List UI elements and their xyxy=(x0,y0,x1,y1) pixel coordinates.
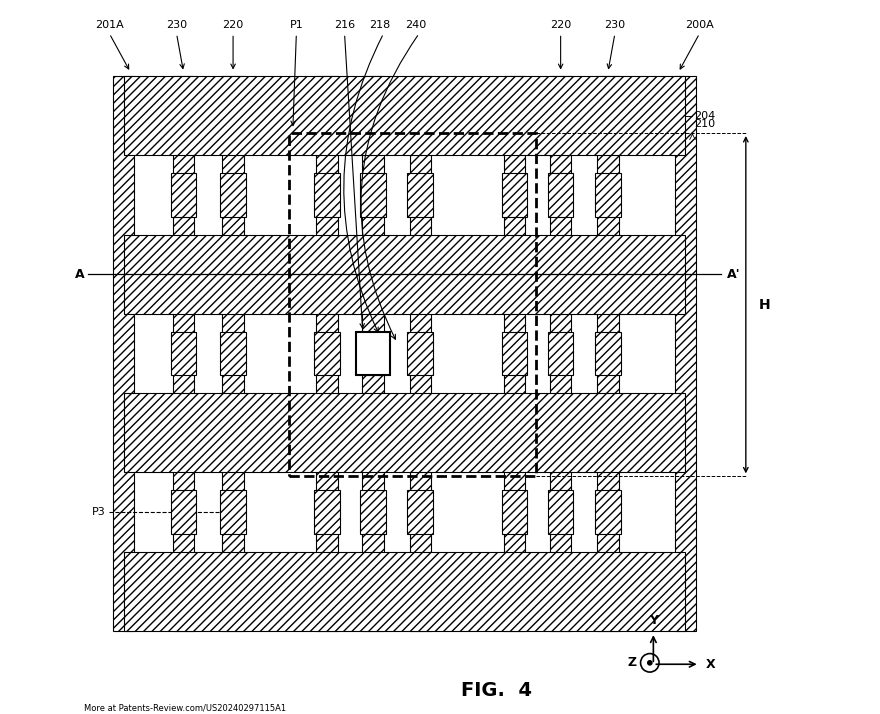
Text: 216: 216 xyxy=(334,20,356,30)
Bar xyxy=(407,174,433,217)
Bar xyxy=(171,490,196,534)
Text: 218: 218 xyxy=(370,20,391,30)
Bar xyxy=(220,174,246,217)
Bar xyxy=(548,331,574,376)
Bar xyxy=(123,76,686,156)
Text: A: A xyxy=(75,268,84,281)
Bar xyxy=(595,174,620,217)
Bar xyxy=(314,174,340,217)
Bar xyxy=(123,393,686,473)
Text: FIG.  4: FIG. 4 xyxy=(461,680,532,700)
Bar xyxy=(356,332,390,375)
Bar xyxy=(502,490,527,534)
Bar xyxy=(223,76,244,631)
Bar xyxy=(171,174,196,217)
Bar xyxy=(363,76,384,631)
Bar xyxy=(595,490,620,534)
Text: Z: Z xyxy=(628,656,637,669)
Bar xyxy=(314,331,340,376)
Bar xyxy=(675,76,696,631)
Bar xyxy=(113,76,134,631)
Text: 210: 210 xyxy=(694,119,715,129)
Bar xyxy=(409,76,431,631)
Text: 201A: 201A xyxy=(95,20,124,30)
Bar xyxy=(123,235,686,314)
Text: Y: Y xyxy=(649,614,658,628)
Text: H: H xyxy=(759,298,770,312)
Bar xyxy=(360,331,385,376)
Text: P1: P1 xyxy=(290,20,304,30)
Text: 204: 204 xyxy=(694,111,715,121)
Text: A': A' xyxy=(727,268,740,281)
Bar xyxy=(220,331,246,376)
Bar xyxy=(360,174,385,217)
Text: 230: 230 xyxy=(166,20,187,30)
Text: More at Patents-Review.com/US20240297115A1: More at Patents-Review.com/US20240297115… xyxy=(84,703,287,713)
Bar xyxy=(548,174,574,217)
Bar xyxy=(595,331,620,376)
Bar xyxy=(598,76,619,631)
Text: 240: 240 xyxy=(405,20,426,30)
Circle shape xyxy=(648,660,652,665)
Text: P3: P3 xyxy=(92,507,106,517)
Bar xyxy=(407,490,433,534)
Bar xyxy=(171,331,196,376)
Bar xyxy=(360,490,385,534)
Text: 220: 220 xyxy=(223,20,244,30)
Text: 230: 230 xyxy=(605,20,626,30)
Bar xyxy=(548,490,574,534)
Bar xyxy=(123,552,686,631)
Bar xyxy=(550,76,571,631)
Bar xyxy=(502,174,527,217)
Bar xyxy=(502,331,527,376)
Bar xyxy=(314,490,340,534)
Text: 220: 220 xyxy=(550,20,571,30)
Bar xyxy=(407,331,433,376)
Bar xyxy=(316,76,338,631)
Bar xyxy=(504,76,525,631)
Bar xyxy=(290,133,537,476)
Bar xyxy=(220,490,246,534)
Text: X: X xyxy=(705,658,715,670)
Text: 200A: 200A xyxy=(686,20,714,30)
Bar xyxy=(173,76,194,631)
